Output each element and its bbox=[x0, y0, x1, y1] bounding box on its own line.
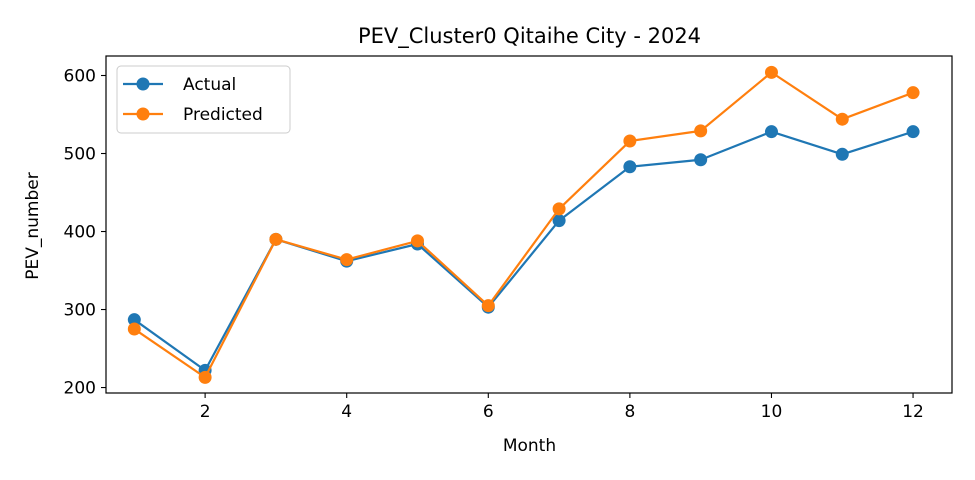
data-point-predicted bbox=[623, 134, 637, 148]
data-point-predicted bbox=[835, 112, 849, 126]
y-tick-label: 600 bbox=[64, 67, 96, 87]
x-tick-label: 12 bbox=[902, 402, 924, 422]
data-point-predicted bbox=[198, 370, 212, 384]
y-tick-label: 400 bbox=[64, 223, 96, 243]
data-point-predicted bbox=[764, 65, 778, 79]
legend-marker-actual bbox=[136, 77, 150, 91]
data-point-predicted bbox=[694, 124, 708, 138]
legend: Actual Predicted bbox=[116, 65, 291, 134]
data-point-actual bbox=[764, 125, 778, 139]
legend-box bbox=[116, 65, 291, 134]
legend-marker-predicted bbox=[136, 107, 150, 121]
data-point-actual bbox=[552, 214, 566, 228]
data-point-predicted bbox=[340, 253, 354, 267]
y-axis-title: PEV_number bbox=[23, 172, 43, 279]
chart-title: PEV_Cluster0 Qitaihe City - 2024 bbox=[358, 24, 701, 49]
data-point-actual bbox=[835, 147, 849, 161]
x-tick-label: 4 bbox=[341, 402, 352, 422]
data-point-predicted bbox=[410, 234, 424, 248]
data-point-actual bbox=[906, 125, 920, 139]
plot-frame bbox=[105, 55, 953, 394]
y-tick-label: 300 bbox=[64, 301, 96, 321]
y-tick-label: 500 bbox=[64, 145, 96, 165]
data-point-predicted bbox=[127, 322, 141, 336]
x-tick-label: 2 bbox=[200, 402, 211, 422]
data-point-predicted bbox=[906, 86, 920, 100]
x-tick-label: 10 bbox=[761, 402, 783, 422]
x-tick-label: 6 bbox=[483, 402, 494, 422]
data-point-predicted bbox=[269, 232, 283, 246]
x-tick-label: 8 bbox=[624, 402, 635, 422]
series-line-predicted bbox=[133, 71, 914, 379]
data-point-predicted bbox=[552, 202, 566, 216]
data-point-actual bbox=[694, 153, 708, 167]
legend-label-actual: Actual bbox=[183, 75, 236, 95]
x-axis-title: Month bbox=[503, 436, 556, 456]
series-line-actual bbox=[133, 130, 914, 372]
data-point-actual bbox=[623, 160, 637, 174]
data-point-actual bbox=[127, 313, 141, 327]
legend-label-predicted: Predicted bbox=[183, 105, 263, 125]
y-tick-label: 200 bbox=[64, 379, 96, 399]
plot-area: 2 4 6 8 10 12 200 300 400 500 600 bbox=[64, 55, 953, 422]
data-point-predicted bbox=[481, 299, 495, 313]
